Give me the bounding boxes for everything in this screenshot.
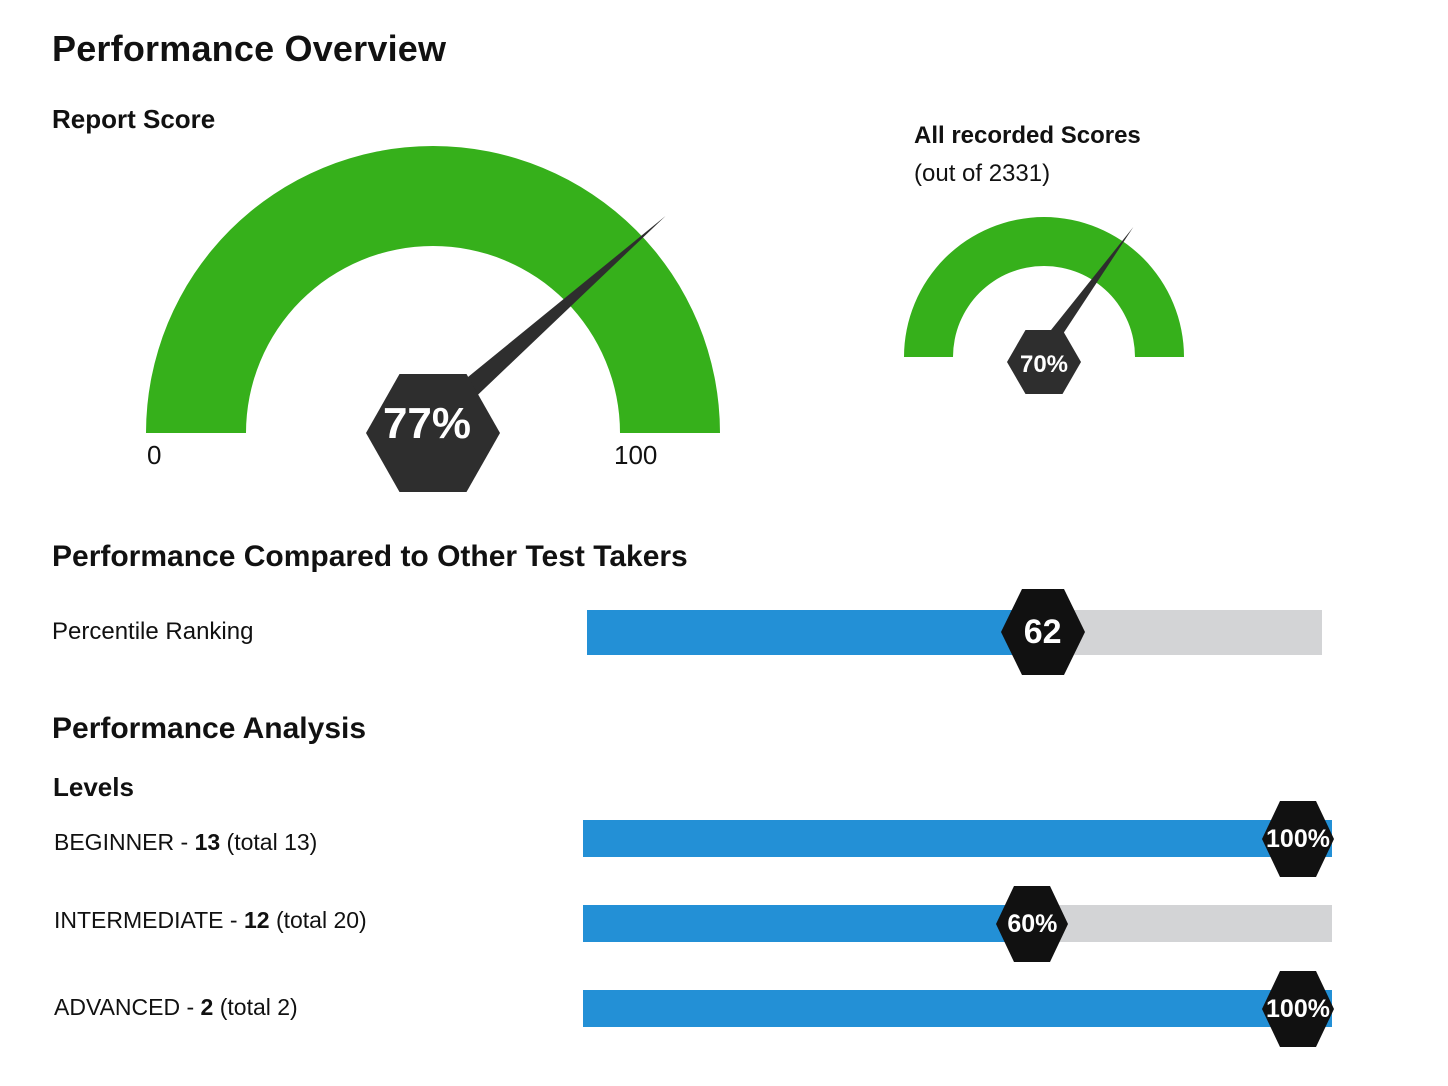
levels-label: Levels: [53, 772, 134, 802]
level-label-intermediate: INTERMEDIATE - 12 (total 20): [54, 907, 367, 934]
page-title: Performance Overview: [52, 28, 447, 69]
report-score-value: 77%: [383, 399, 471, 448]
all-scores-sublabel: (out of 2331): [914, 160, 1051, 187]
level-badge: 60%: [996, 886, 1069, 962]
level-bar-intermediate: 60%: [583, 886, 1332, 962]
level-name: BEGINNER -: [54, 829, 195, 855]
level-name: ADVANCED -: [54, 994, 201, 1020]
level-badge: 100%: [1262, 801, 1334, 877]
level-score: 13: [194, 829, 221, 855]
level-bar-fill: [583, 990, 1332, 1027]
gauge-max-label: 100: [614, 440, 658, 470]
report-score-badge: [366, 374, 500, 492]
level-score: 2: [200, 994, 214, 1020]
percentile-badge: 62: [1000, 589, 1085, 675]
percentile-bar-fill: [587, 610, 1043, 655]
level-badge: 100%: [1262, 971, 1334, 1047]
level-bar-fill: [583, 905, 1033, 942]
percentile-label: Percentile Ranking: [52, 618, 254, 645]
all-scores-label: All recorded Scores: [914, 122, 1141, 149]
level-score: 12: [243, 907, 270, 933]
level-total: (total 13): [220, 829, 318, 855]
level-label-beginner: BEGINNER - 13 (total 13): [54, 829, 317, 856]
level-percent: 100%: [1266, 994, 1330, 1023]
level-total: (total 2): [213, 994, 298, 1020]
comparison-title: Performance Compared to Other Test Taker…: [52, 540, 688, 573]
level-bar-beginner: 100%: [583, 801, 1334, 877]
level-percent: 60%: [1007, 909, 1058, 938]
report-score-gauge-arc: [146, 146, 720, 433]
percentile-bar: 62: [587, 589, 1322, 675]
all-scores-badge: [1007, 330, 1081, 394]
level-label-advanced: ADVANCED - 2 (total 2): [54, 994, 298, 1021]
gauge-min-label: 0: [147, 440, 162, 470]
report-score-gauge: 77%: [146, 146, 720, 492]
level-bar-fill: [583, 820, 1332, 857]
all-scores-value: 70%: [1020, 351, 1068, 378]
report-score-label: Report Score: [52, 104, 216, 134]
level-bar-advanced: 100%: [583, 971, 1334, 1047]
all-scores-gauge: 70%: [904, 217, 1184, 394]
percentile-value: 62: [1023, 612, 1062, 651]
report-score-needle: [425, 215, 666, 431]
level-name: INTERMEDIATE -: [54, 907, 244, 933]
analysis-title: Performance Analysis: [52, 712, 367, 745]
all-scores-needle: [1038, 227, 1134, 355]
level-percent: 100%: [1266, 824, 1330, 853]
level-total: (total 20): [269, 907, 367, 933]
